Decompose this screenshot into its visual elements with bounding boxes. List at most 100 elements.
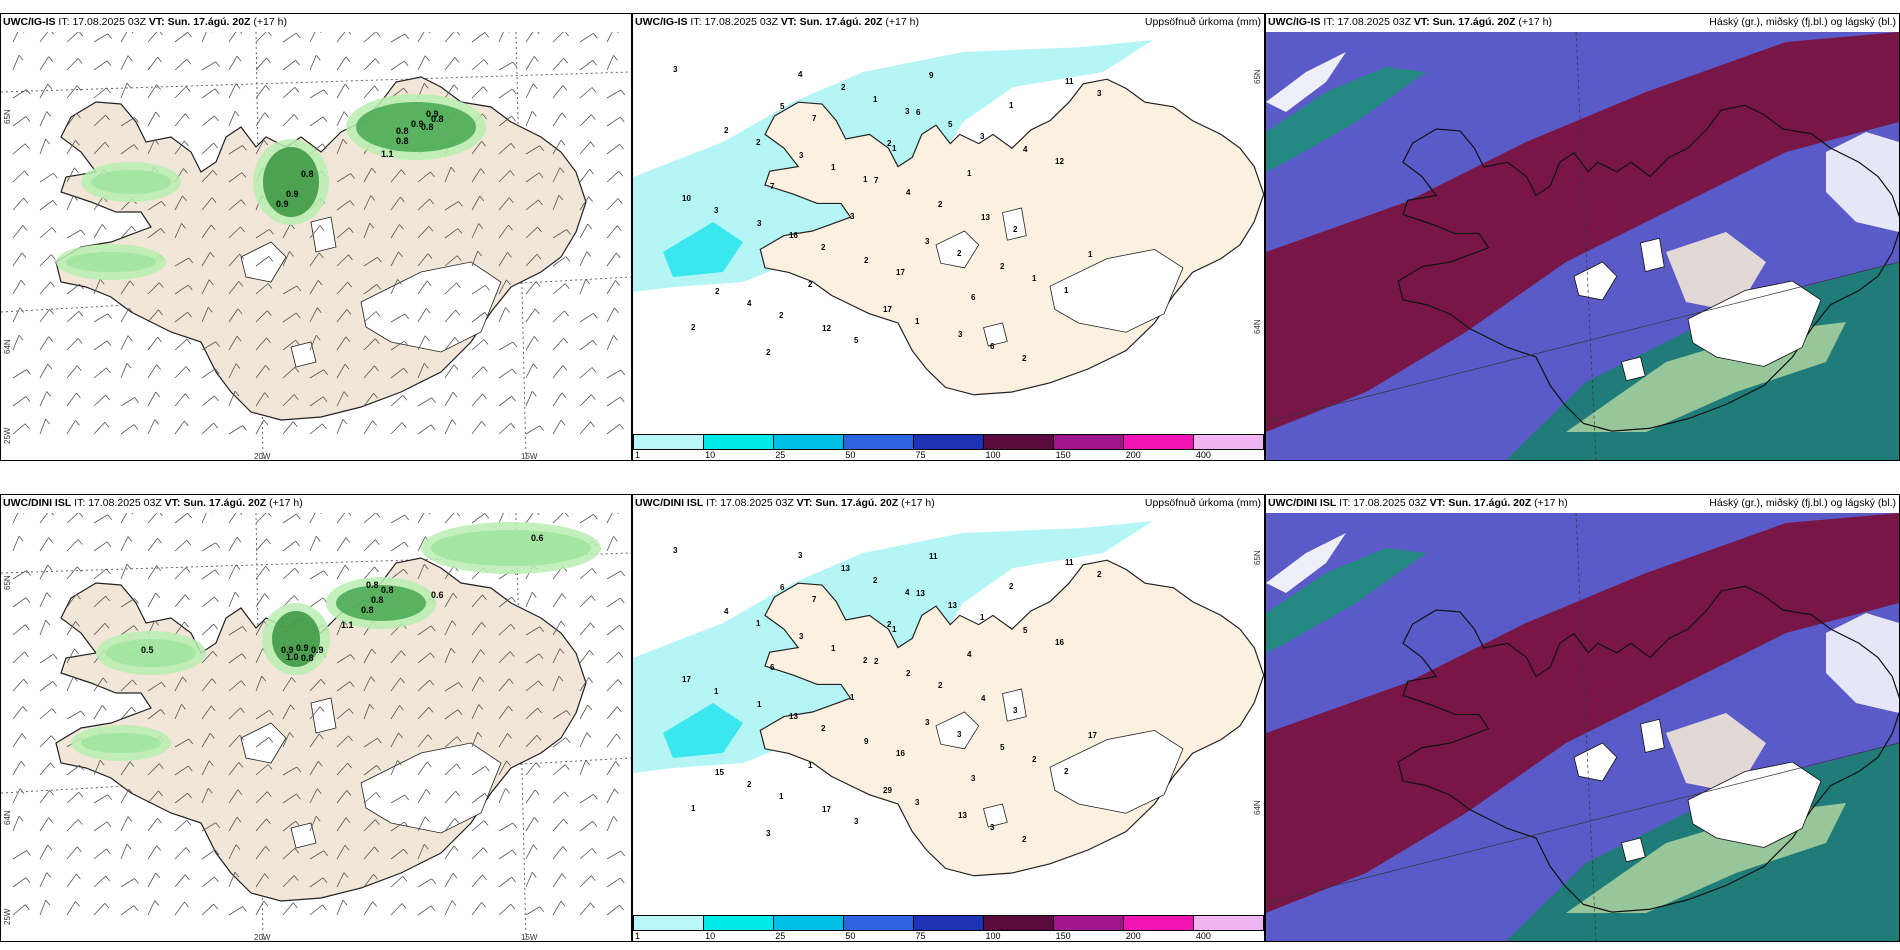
wind-barb-flag [562, 846, 568, 852]
wind-barb [12, 816, 20, 832]
wind-barb-flag [76, 85, 82, 91]
wind-barb [255, 764, 269, 776]
wind-barb [147, 592, 157, 608]
wind-barb-flag [322, 116, 328, 123]
wind-barb-flag [431, 397, 437, 404]
wind-barb [363, 513, 377, 524]
wind-barb-flag [404, 33, 410, 40]
colorbar-segment [634, 916, 704, 930]
wind-barb-flag [26, 89, 31, 95]
precip-value-label: 6 [990, 342, 995, 351]
wind-barb [255, 364, 266, 379]
wind-barb [390, 251, 399, 267]
wind-barb [93, 821, 108, 832]
glacier [1621, 356, 1646, 382]
wind-barb [201, 513, 207, 524]
wind-barb-flag [160, 709, 166, 715]
wind-barb [147, 309, 159, 323]
wind-barb-flag [346, 790, 352, 796]
wind-barb-flag [533, 336, 539, 342]
wind-barb [309, 513, 316, 524]
wind-barb-flag [480, 649, 486, 655]
wind-barb-flag [510, 904, 516, 910]
wind-barb-flag [536, 735, 542, 741]
wind-barb [417, 707, 430, 720]
wind-barb [444, 648, 452, 664]
colorbar-tick-label: 400 [1195, 450, 1211, 460]
wind-barb [579, 595, 592, 608]
wind-barb [390, 821, 405, 832]
wind-barb [471, 168, 482, 183]
wind-barb-flag [74, 167, 79, 174]
wind-barb [66, 338, 79, 351]
wind-barb-flag [237, 789, 243, 795]
wind-barb [579, 677, 590, 692]
wind-barb [282, 339, 296, 351]
wind-barb-flag [539, 425, 545, 432]
wind-barb-flag [75, 621, 80, 627]
wind-barb-flag [429, 679, 435, 686]
precip-value-label: 11 [929, 552, 938, 561]
wind-barb [201, 849, 216, 860]
wind-barb [12, 678, 25, 692]
wind-barb-flag [477, 731, 483, 738]
wind-barb-flag [78, 311, 84, 317]
wind-barb [552, 229, 567, 239]
wind-barb [444, 763, 457, 776]
wind-barb [390, 169, 402, 183]
wind-barb [417, 171, 431, 183]
wind-barb-flag [620, 369, 626, 376]
wind-barb-flag [619, 423, 624, 430]
wind-barb-flag [234, 591, 240, 598]
wind-barb-flag [619, 877, 625, 884]
wind-speed-label: 0.8 [396, 126, 409, 136]
wind-barb [39, 653, 54, 664]
wind-barb [525, 872, 533, 888]
wind-barb [174, 284, 189, 295]
wind-barb [336, 681, 351, 692]
wind-barb-flag [293, 875, 299, 881]
wind-shading [263, 147, 319, 217]
wind-barb [174, 901, 185, 916]
wind-barb [66, 140, 76, 155]
wind-barb [66, 283, 80, 295]
glacier [310, 697, 337, 734]
colorbar-segment [1124, 435, 1194, 449]
wind-barb [93, 848, 107, 860]
lat-label: 65N [1253, 550, 1262, 565]
wind-barb [282, 540, 296, 552]
wind-barb [336, 844, 346, 860]
wind-barb-flag [588, 196, 594, 202]
wind-barb-flag [451, 900, 457, 906]
wind-barb-flag [76, 873, 81, 880]
wind-barb [66, 85, 78, 99]
wind-barb [228, 55, 238, 71]
wind-barb-flag [18, 54, 24, 61]
wind-barb [147, 900, 156, 916]
wind-barb [444, 57, 456, 71]
wind-barb-flag [213, 623, 219, 630]
wind-barb-flag [589, 168, 594, 175]
wind-barb-flag [159, 32, 163, 36]
wind-barb [309, 877, 324, 888]
wind-barb-flag [620, 850, 626, 857]
wind-barb-flag [562, 85, 568, 91]
wind-barb [255, 139, 265, 155]
wind-barb-flag [566, 710, 571, 716]
colorbar-segment [1194, 435, 1263, 449]
wind-barb-flag [425, 789, 431, 795]
precip-value-label: 2 [821, 724, 826, 733]
wind-barb [336, 817, 347, 832]
wind-barb [525, 592, 533, 608]
wind-barb-flag [591, 875, 596, 881]
wind-barb [309, 570, 324, 580]
wind-barb-flag [80, 229, 86, 236]
wind-barb-flag [186, 59, 192, 65]
grid-line [1266, 742, 1899, 904]
wind-barb-flag [106, 568, 111, 575]
wind-barb [93, 595, 106, 608]
precip-value-label: 1 [691, 804, 696, 813]
wind-barb [606, 335, 614, 351]
wind-barb [39, 537, 50, 552]
wind-barb-flag [619, 624, 624, 631]
